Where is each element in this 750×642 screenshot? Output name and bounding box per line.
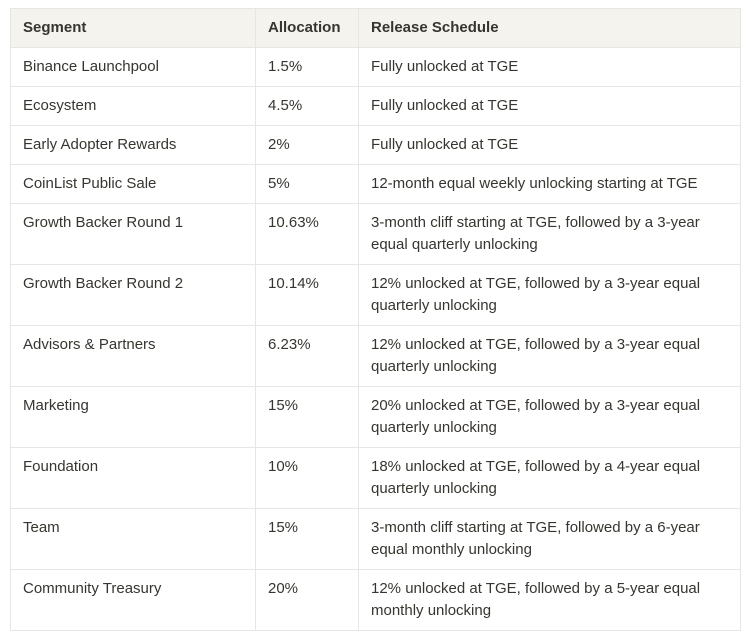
release-schedule-cell: 3-month cliff starting at TGE, followed … (358, 508, 741, 570)
column-header-allocation: Allocation (255, 8, 359, 48)
allocation-cell: 20% (255, 569, 359, 631)
allocation-cell: 4.5% (255, 86, 359, 126)
table-row: Team 15% 3-month cliff starting at TGE, … (10, 508, 741, 570)
table-row: Binance Launchpool 1.5% Fully unlocked a… (10, 47, 741, 87)
release-schedule-cell: 12% unlocked at TGE, followed by a 3-yea… (358, 325, 741, 387)
segment-cell: Community Treasury (10, 569, 256, 631)
release-schedule-cell: 18% unlocked at TGE, followed by a 4-yea… (358, 447, 741, 509)
segment-cell: Growth Backer Round 2 (10, 264, 256, 326)
segment-cell: Early Adopter Rewards (10, 125, 256, 165)
allocation-cell: 6.23% (255, 325, 359, 387)
release-schedule-cell: 12% unlocked at TGE, followed by a 3-yea… (358, 264, 741, 326)
table-row: Marketing 15% 20% unlocked at TGE, follo… (10, 386, 741, 448)
allocation-cell: 10% (255, 447, 359, 509)
segment-cell: Growth Backer Round 1 (10, 203, 256, 265)
release-schedule-cell: 12% unlocked at TGE, followed by a 5-yea… (358, 569, 741, 631)
release-schedule-cell: 20% unlocked at TGE, followed by a 3-yea… (358, 386, 741, 448)
table-row: Growth Backer Round 2 10.14% 12% unlocke… (10, 264, 741, 326)
token-allocation-table: Segment Allocation Release Schedule Bina… (10, 8, 741, 631)
table-row: Ecosystem 4.5% Fully unlocked at TGE (10, 86, 741, 126)
allocation-cell: 10.14% (255, 264, 359, 326)
release-schedule-cell: 12-month equal weekly unlocking starting… (358, 164, 741, 204)
allocation-cell: 5% (255, 164, 359, 204)
segment-cell: Marketing (10, 386, 256, 448)
table-row: CoinList Public Sale 5% 12-month equal w… (10, 164, 741, 204)
table-row: Foundation 10% 18% unlocked at TGE, foll… (10, 447, 741, 509)
allocation-cell: 2% (255, 125, 359, 165)
release-schedule-cell: Fully unlocked at TGE (358, 86, 741, 126)
release-schedule-cell: Fully unlocked at TGE (358, 125, 741, 165)
header-row: Segment Allocation Release Schedule (10, 8, 741, 48)
release-schedule-cell: Fully unlocked at TGE (358, 47, 741, 87)
table-row: Advisors & Partners 6.23% 12% unlocked a… (10, 325, 741, 387)
release-schedule-cell: 3-month cliff starting at TGE, followed … (358, 203, 741, 265)
table-row: Early Adopter Rewards 2% Fully unlocked … (10, 125, 741, 165)
allocation-cell: 15% (255, 386, 359, 448)
segment-cell: Advisors & Partners (10, 325, 256, 387)
table-header: Segment Allocation Release Schedule (10, 8, 741, 48)
segment-cell: Ecosystem (10, 86, 256, 126)
segment-cell: Binance Launchpool (10, 47, 256, 87)
allocation-cell: 10.63% (255, 203, 359, 265)
allocation-cell: 15% (255, 508, 359, 570)
table-body: Binance Launchpool 1.5% Fully unlocked a… (10, 47, 741, 631)
column-header-release-schedule: Release Schedule (358, 8, 741, 48)
column-header-segment: Segment (10, 8, 256, 48)
allocation-cell: 1.5% (255, 47, 359, 87)
segment-cell: CoinList Public Sale (10, 164, 256, 204)
segment-cell: Team (10, 508, 256, 570)
segment-cell: Foundation (10, 447, 256, 509)
table-row: Growth Backer Round 1 10.63% 3-month cli… (10, 203, 741, 265)
table-row: Community Treasury 20% 12% unlocked at T… (10, 569, 741, 631)
